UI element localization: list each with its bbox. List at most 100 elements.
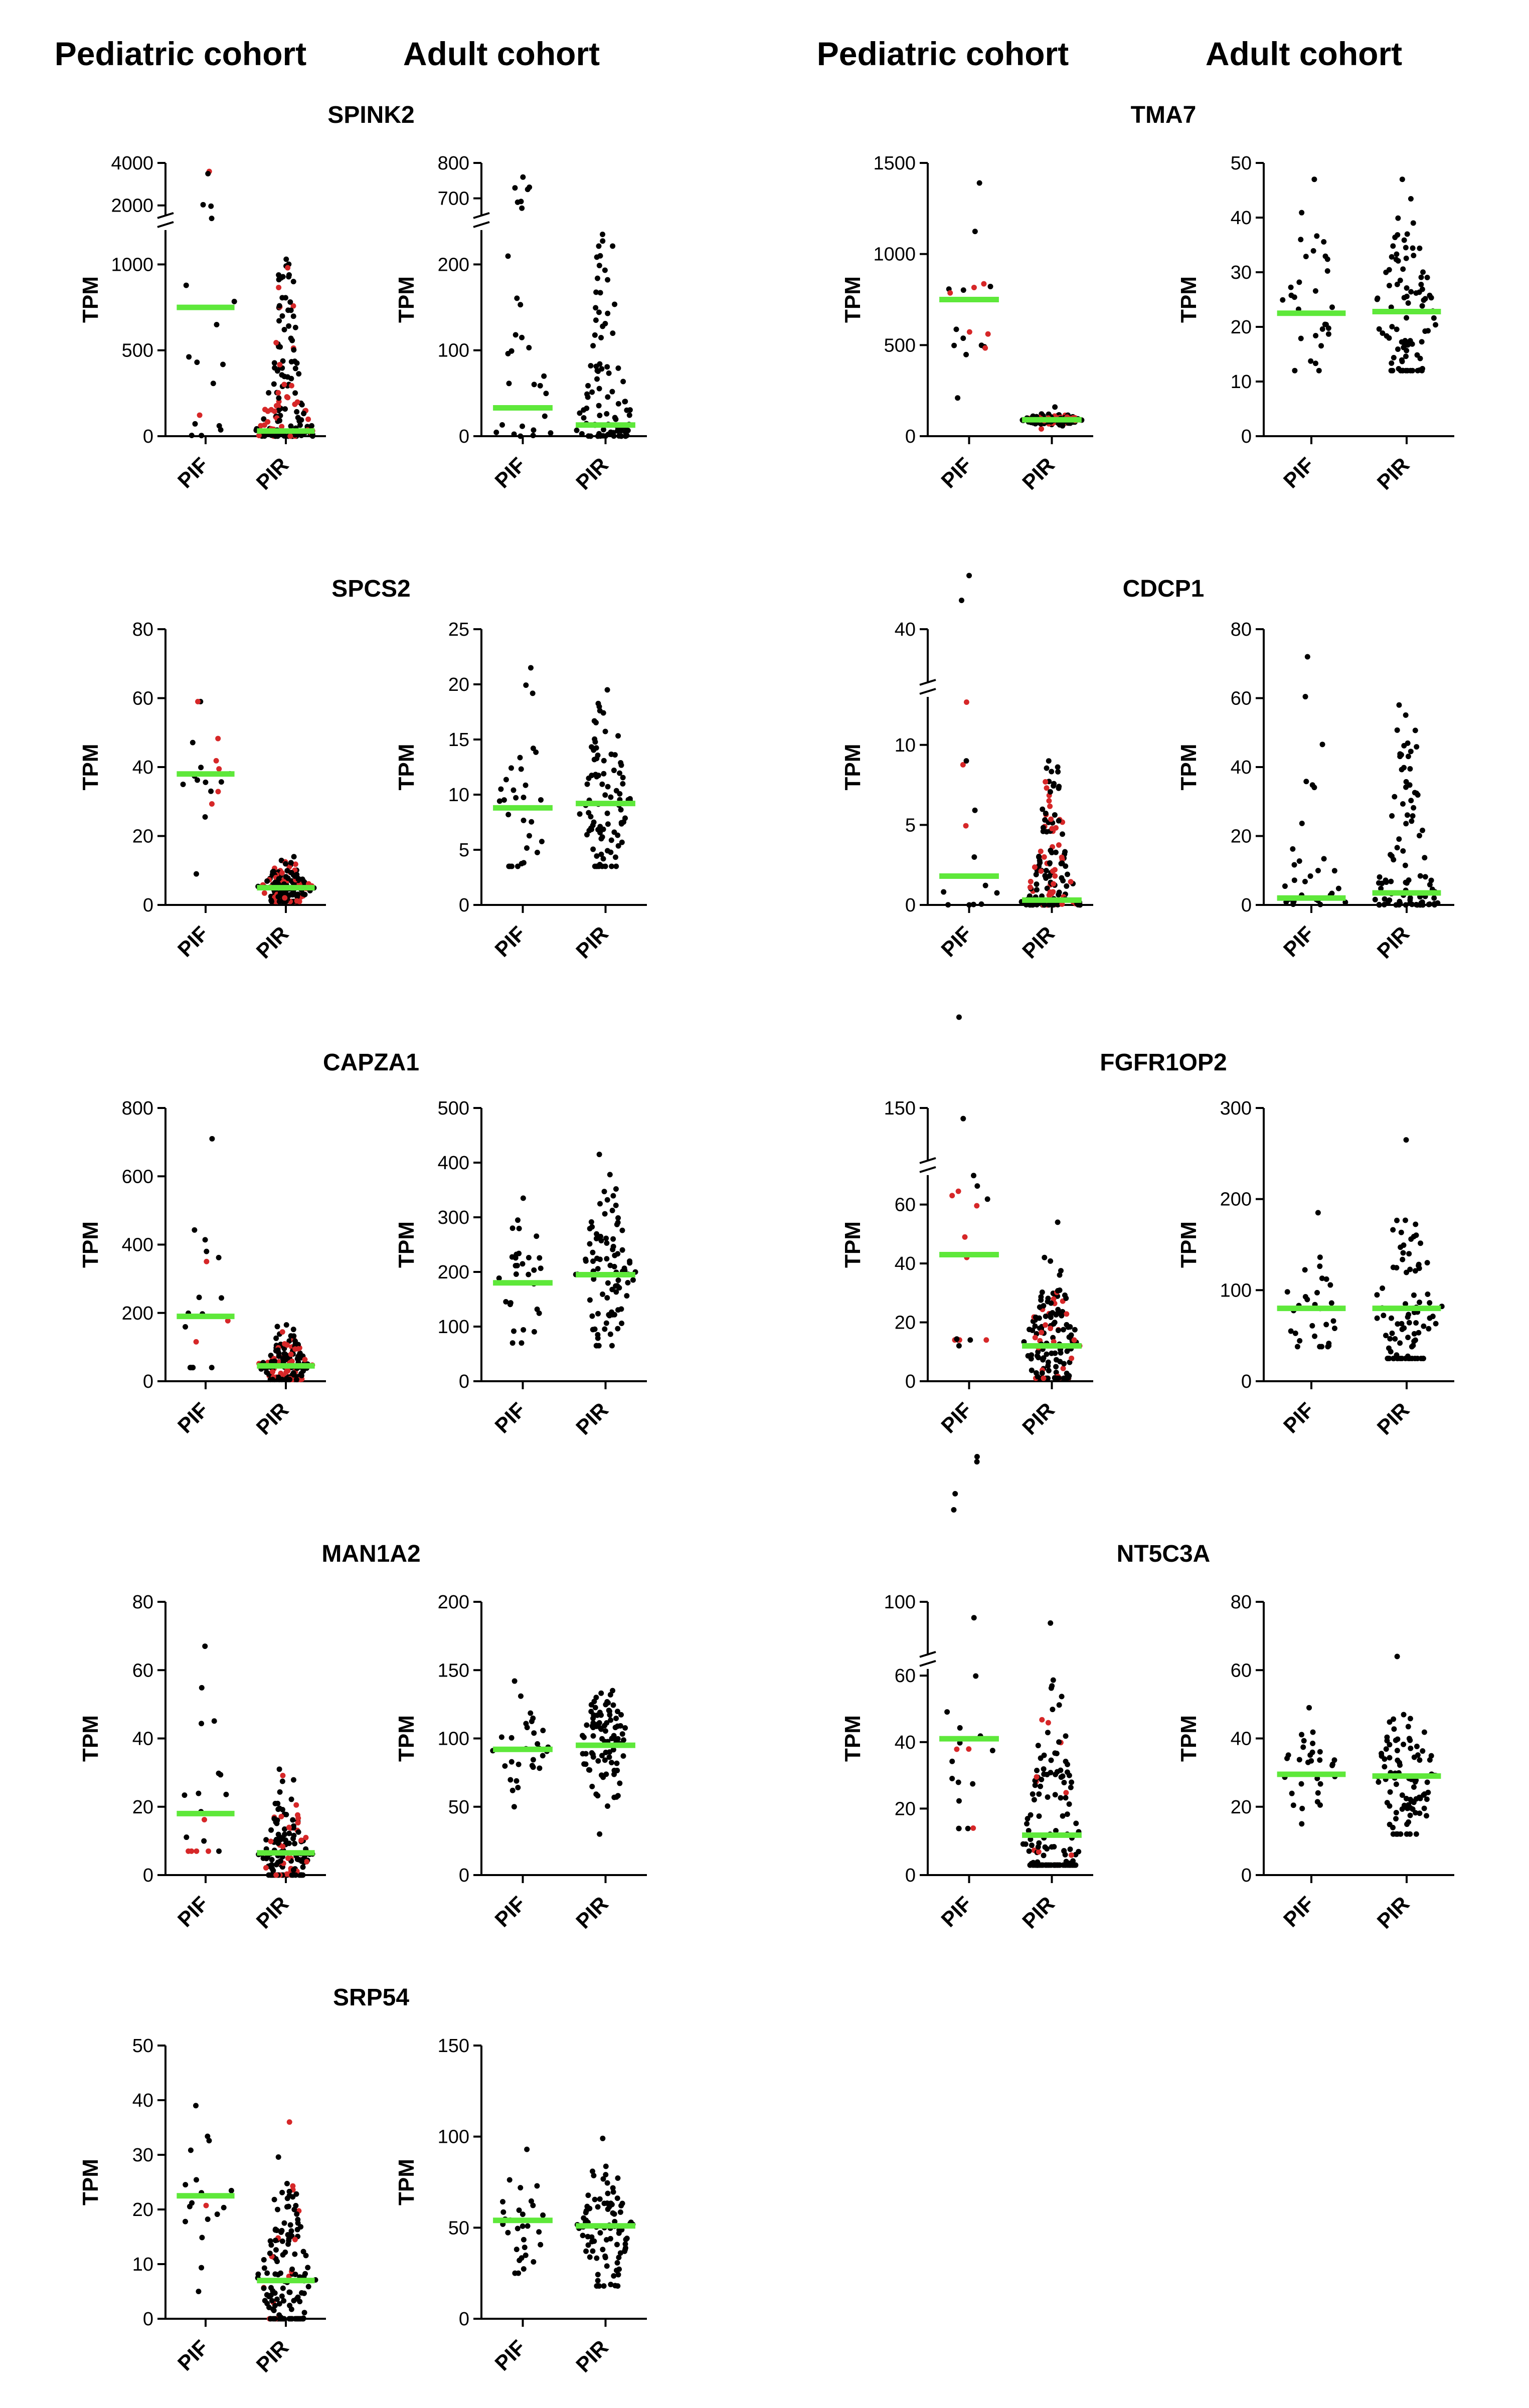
data-point-pif <box>202 1643 208 1649</box>
data-point-pir <box>1405 367 1411 374</box>
y-axis-title: TPM <box>840 744 865 791</box>
data-point-pif <box>534 1306 540 1312</box>
data-point-pir <box>1043 868 1049 874</box>
data-point-pir <box>1397 277 1403 283</box>
data-point-pir <box>627 407 633 413</box>
y-axis-title: TPM <box>394 2159 419 2205</box>
data-point-pir <box>1411 253 1417 259</box>
data-point-pif <box>183 2182 189 2188</box>
data-point-pir <box>607 2236 613 2242</box>
data-point-pir <box>297 422 303 428</box>
data-point-pir <box>1060 1813 1066 1819</box>
data-point-pir <box>276 277 282 283</box>
data-point-pir <box>1427 1300 1433 1306</box>
data-point-pir <box>292 2251 298 2257</box>
data-point-pif <box>182 1792 188 1798</box>
y-tick-label: 60 <box>895 1665 916 1687</box>
data-point-pir <box>615 365 621 371</box>
data-point-pif <box>535 1741 541 1747</box>
data-point-pir <box>260 1856 266 1862</box>
data-point-pir <box>1402 1217 1408 1223</box>
data-point-pir <box>602 321 608 327</box>
data-point-pir <box>1036 1849 1042 1855</box>
data-point-pir <box>596 309 602 315</box>
data-point-pir <box>281 326 287 332</box>
data-point-pir <box>1064 1811 1070 1817</box>
x-tick-label-pif: PIF <box>1279 453 1318 492</box>
data-point-pir <box>285 1855 291 1861</box>
data-point-pir <box>1420 365 1426 372</box>
data-point-pir <box>1049 1350 1055 1356</box>
data-point-pir <box>593 745 599 751</box>
y-axis-title: TPM <box>840 1715 865 1762</box>
data-point-pir <box>1405 754 1411 760</box>
data-point-pif <box>530 433 536 439</box>
data-point-pir <box>1393 257 1399 263</box>
data-point-pif <box>524 845 530 851</box>
data-point-pir <box>280 2285 286 2291</box>
data-point-pir <box>1407 1831 1413 1837</box>
data-point-pir <box>1389 813 1395 819</box>
data-point-pif <box>514 295 520 301</box>
data-point-pir <box>271 360 277 366</box>
data-point-pir <box>1421 1805 1427 1811</box>
data-point-pif <box>518 433 524 439</box>
data-point-pif <box>196 2289 202 2294</box>
data-point-pif <box>1305 1759 1311 1765</box>
data-point-pir <box>275 2154 281 2160</box>
data-point-pir <box>293 1377 299 1383</box>
data-point-pir <box>277 2316 283 2322</box>
data-point-pif <box>511 787 517 793</box>
x-tick-label-pif: PIF <box>490 921 530 961</box>
data-point-pif <box>1319 326 1325 332</box>
data-point-pir <box>265 419 271 425</box>
axis-break-mark <box>157 212 174 219</box>
data-point-pir <box>1394 326 1400 332</box>
data-point-pir <box>1039 1330 1045 1336</box>
data-point-pif <box>953 326 959 332</box>
data-point-pif <box>963 699 969 705</box>
x-tick-label-pif: PIF <box>1279 921 1318 961</box>
data-point-pir <box>1066 1801 1072 1807</box>
data-point-pir <box>284 394 290 400</box>
data-point-pir <box>1400 1250 1406 1256</box>
data-point-pir <box>585 2242 591 2248</box>
data-point-pif <box>514 1262 520 1268</box>
data-point-pir <box>1414 1743 1420 1749</box>
data-point-pif <box>1317 1749 1323 1755</box>
data-point-pif <box>1315 1210 1321 1216</box>
data-point-pir <box>1388 367 1394 374</box>
data-point-pif <box>976 180 982 186</box>
data-point-pir <box>589 744 595 750</box>
data-point-pir <box>610 1193 616 1199</box>
y-tick-label: 150 <box>884 1098 916 1119</box>
data-point-pif <box>1313 333 1319 339</box>
data-point-pir <box>1048 816 1054 822</box>
y-tick-label: 50 <box>1231 153 1252 174</box>
data-point-pir <box>305 2265 311 2271</box>
y-tick-label: 800 <box>122 1098 153 1119</box>
data-point-pir <box>619 1247 625 1253</box>
data-point-pif <box>941 889 947 895</box>
data-point-pif <box>509 863 515 869</box>
data-point-pif <box>508 765 514 771</box>
data-point-pir <box>267 2238 273 2244</box>
y-axis-title: TPM <box>394 1221 419 1268</box>
data-point-pir <box>1431 895 1437 901</box>
data-point-pir <box>1032 1782 1038 1788</box>
data-point-pir <box>1029 1842 1035 1848</box>
data-point-pif <box>974 1454 980 1460</box>
data-point-pir <box>1422 1791 1428 1797</box>
data-point-pif <box>1288 1328 1294 1334</box>
data-point-pir <box>594 376 600 382</box>
data-point-pir <box>1407 766 1413 772</box>
data-point-pir <box>1038 848 1044 854</box>
data-point-pif <box>203 779 209 785</box>
data-point-pif <box>213 758 219 764</box>
data-point-pir <box>1034 1767 1040 1773</box>
data-point-pir <box>1052 1750 1058 1756</box>
data-point-pir <box>272 2316 278 2322</box>
x-tick-label-pir: PIR <box>252 1892 293 1933</box>
data-point-pir <box>1401 344 1407 350</box>
data-point-pif <box>531 382 537 388</box>
